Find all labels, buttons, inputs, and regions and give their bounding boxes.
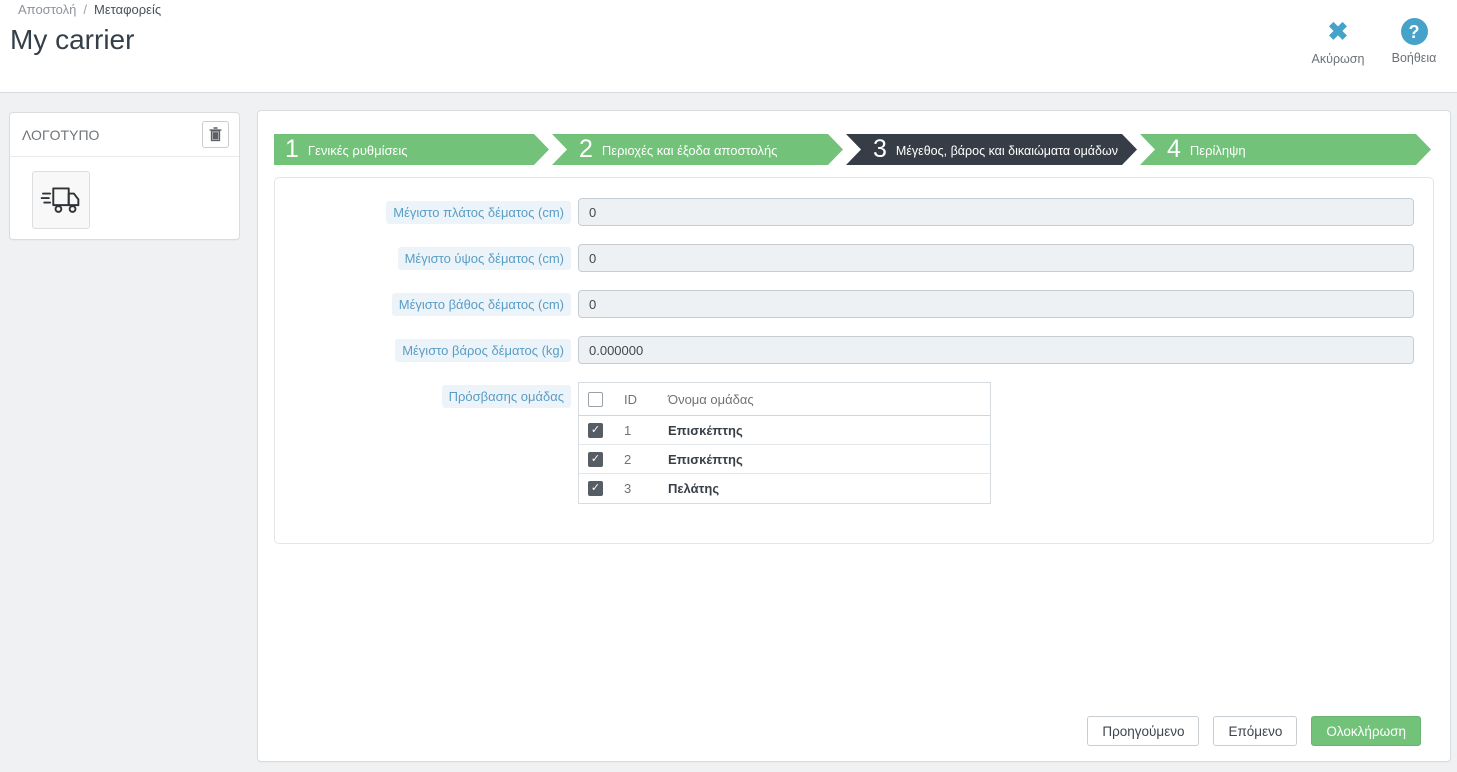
select-all-checkbox[interactable] — [588, 391, 603, 407]
help-button[interactable]: ? Βοήθεια — [1385, 18, 1443, 66]
form-row-max-depth: Μέγιστο βάθος δέματος (cm) — [275, 290, 1433, 318]
breadcrumb-current[interactable]: Μεταφορείς — [94, 2, 162, 17]
logo-panel: ΛΟΓΟΤΥΠΟ — [9, 112, 240, 240]
group-1-checkbox[interactable] — [588, 422, 603, 438]
wizard-steps: 1 Γενικές ρυθμίσεις 2 Περιοχές και έξοδα… — [274, 134, 1434, 165]
cancel-button[interactable]: ✖ Ακύρωση — [1309, 18, 1367, 66]
group-3-checkbox[interactable] — [588, 481, 603, 496]
breadcrumb: Αποστολή / Μεταφορείς — [18, 2, 161, 17]
group-row-3: 3 Πελάτης — [579, 474, 990, 503]
breadcrumb-separator: / — [83, 2, 87, 17]
step-2-number: 2 — [579, 135, 593, 163]
group-1-id: 1 — [624, 422, 632, 438]
cancel-label: Ακύρωση — [1311, 52, 1365, 66]
page-header: Αποστολή / Μεταφορείς My carrier ✖ Ακύρωση… — [0, 0, 1457, 93]
step-4-label: Περίληψη — [1189, 143, 1246, 158]
max-height-label: Μέγιστο ύψος δέματος (cm) — [397, 247, 571, 270]
wizard-step-3-active[interactable]: 3 Μέγεθος, βάρος και δικαιώματα ομάδων — [846, 134, 1137, 165]
size-weight-form: Μέγιστο πλάτος δέματος (cm) Μέγιστο ύψος… — [274, 177, 1434, 544]
delete-logo-button[interactable] — [202, 121, 229, 148]
max-weight-input[interactable] — [578, 336, 1414, 364]
group-3-id: 3 — [624, 481, 632, 496]
step-3-label: Μέγεθος, βάρος και δικαιώματα ομάδων — [895, 143, 1118, 158]
group-2-name: Επισκέπτης — [668, 451, 743, 467]
previous-button[interactable]: Προηγούμενο — [1087, 716, 1200, 746]
step-3-number: 3 — [873, 135, 887, 163]
column-header-group-name: Όνομα ομάδας — [668, 391, 754, 407]
help-label: Βοήθεια — [1391, 51, 1437, 65]
wizard-footer-buttons: Προηγούμενο Επόμενο Ολοκλήρωση — [1087, 716, 1421, 746]
max-height-input[interactable] — [578, 244, 1414, 272]
carrier-logo-placeholder[interactable] — [32, 171, 90, 229]
max-width-input[interactable] — [578, 198, 1414, 226]
form-row-max-width: Μέγιστο πλάτος δέματος (cm) — [275, 198, 1433, 226]
step-1-label: Γενικές ρυθμίσεις — [307, 143, 408, 158]
step-2-label: Περιοχές και έξοδα αποστολής — [601, 143, 778, 158]
finish-button[interactable]: Ολοκλήρωση — [1311, 716, 1421, 746]
form-row-group-access: Πρόσβασης ομάδας ID Όνομα ομάδας — [275, 382, 1433, 504]
logo-panel-title: ΛΟΓΟΤΥΠΟ — [22, 126, 100, 143]
step-1-number: 1 — [285, 135, 299, 163]
form-row-max-height: Μέγιστο ύψος δέματος (cm) — [275, 244, 1433, 272]
page-title: My carrier — [10, 24, 135, 55]
max-depth-label: Μέγιστο βάθος δέματος (cm) — [391, 293, 571, 316]
content-area: ΛΟΓΟΤΥΠΟ — [0, 94, 1457, 772]
column-header-id: ID — [624, 391, 637, 407]
max-depth-input[interactable] — [578, 290, 1414, 318]
group-1-name: Επισκέπτης — [668, 422, 743, 438]
logo-panel-header: ΛΟΓΟΤΥΠΟ — [10, 113, 239, 157]
group-table-header: ID Όνομα ομάδας — [579, 383, 990, 416]
group-2-checkbox[interactable] — [588, 451, 603, 467]
breadcrumb-parent[interactable]: Αποστολή — [18, 2, 77, 17]
carrier-wizard-panel: 1 Γενικές ρυθμίσεις 2 Περιοχές και έξοδα… — [257, 110, 1451, 762]
max-weight-label: Μέγιστο βάρος δέματος (kg) — [395, 339, 571, 362]
header-toolbar: ✖ Ακύρωση ? Βοήθεια — [1309, 18, 1443, 66]
group-3-name: Πελάτης — [668, 481, 720, 496]
group-2-id: 2 — [624, 451, 632, 467]
wizard-step-1[interactable]: 1 Γενικές ρυθμίσεις — [274, 134, 549, 165]
truck-icon — [40, 182, 82, 218]
help-question-icon: ? — [1400, 18, 1428, 45]
group-access-label: Πρόσβασης ομάδας — [441, 385, 571, 408]
trash-icon — [209, 127, 222, 142]
group-row-1: 1 Επισκέπτης — [579, 416, 990, 445]
group-row-2: 2 Επισκέπτης — [579, 445, 990, 474]
max-width-label: Μέγιστο πλάτος δέματος (cm) — [386, 201, 571, 224]
step-4-number: 4 — [1167, 135, 1181, 163]
cancel-x-icon: ✖ — [1327, 18, 1349, 46]
next-button[interactable]: Επόμενο — [1213, 716, 1298, 746]
wizard-step-2[interactable]: 2 Περιοχές και έξοδα αποστολής — [552, 134, 843, 165]
wizard-step-4[interactable]: 4 Περίληψη — [1140, 134, 1431, 165]
group-access-table: ID Όνομα ομάδας 1 Επισκέπτης — [578, 382, 991, 504]
form-row-max-weight: Μέγιστο βάρος δέματος (kg) — [275, 336, 1433, 364]
